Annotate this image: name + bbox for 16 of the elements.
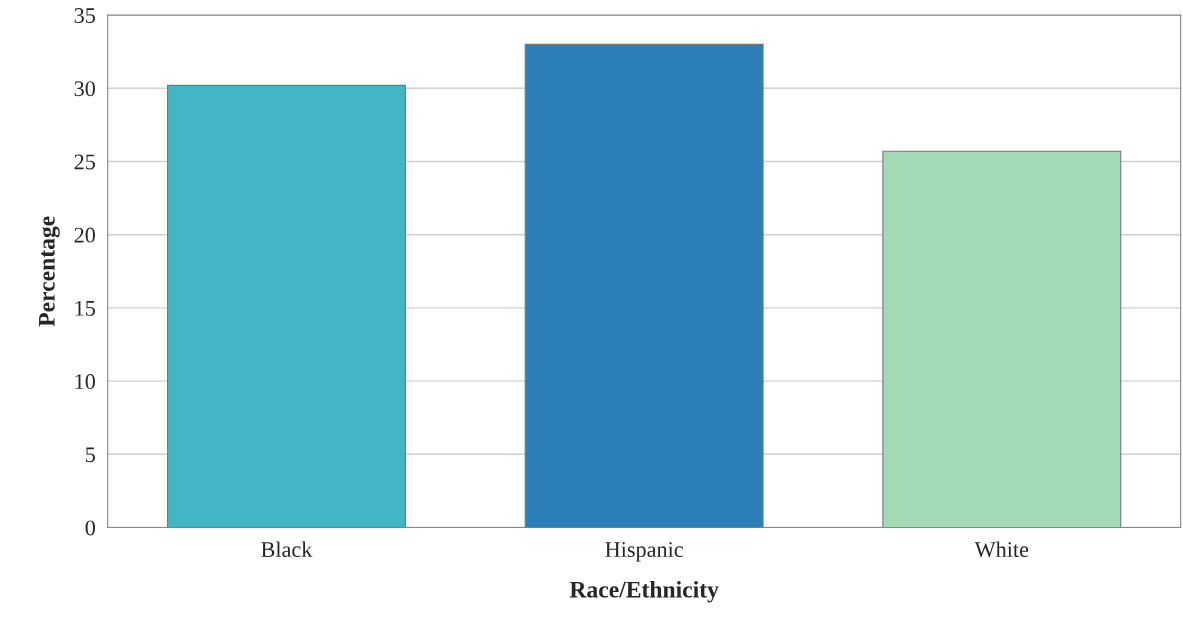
y-tick-label: 10 — [75, 374, 95, 390]
y-tick-label: 20 — [74, 227, 95, 243]
y-axis-title: Percentage — [39, 216, 60, 327]
x-axis-title: Race/Ethnicity — [569, 581, 719, 603]
x-tick-label: Hispanic — [605, 542, 683, 562]
y-tick-label: 30 — [74, 81, 95, 97]
bar — [524, 43, 764, 528]
bar — [167, 84, 406, 528]
y-tick-label: 35 — [74, 8, 95, 23]
y-tick-label: 15 — [75, 300, 95, 316]
x-tick-label: Black — [261, 541, 313, 558]
bar — [882, 150, 1122, 528]
y-tick-label: 5 — [86, 447, 95, 463]
y-tick-label: 0 — [85, 520, 95, 536]
y-tick-label: 25 — [74, 154, 95, 170]
x-tick-label: White — [974, 541, 1029, 558]
